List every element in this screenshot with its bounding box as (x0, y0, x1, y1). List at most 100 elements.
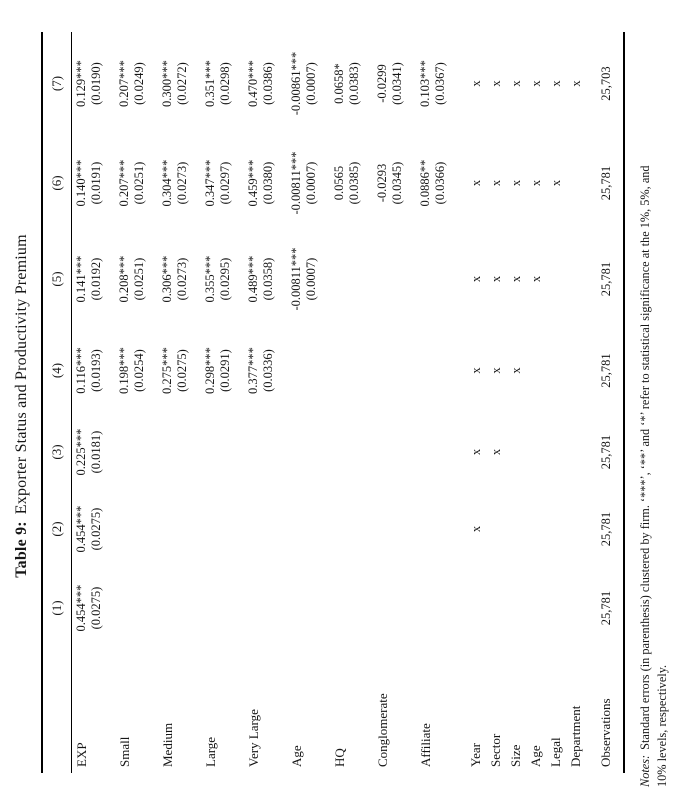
observations-value: 25,703 (586, 32, 624, 135)
standard-error (132, 414, 147, 490)
control-mark (459, 568, 486, 648)
standard-error (347, 490, 362, 568)
table-cell: 0.129*** (0.0190) (72, 32, 116, 135)
observations-value: 25,781 (586, 327, 624, 414)
column-header: (6) (42, 135, 72, 231)
standard-error (347, 327, 362, 414)
row-label: Sector (488, 733, 503, 767)
table-cell: 0.141*** (0.0192) (72, 231, 116, 327)
control-mark: x (469, 80, 483, 87)
standard-error: (0.0193) (89, 349, 103, 392)
coefficient-value (375, 327, 390, 414)
table-row: Year x x x x x x (459, 32, 486, 773)
column-header: (4) (42, 327, 72, 414)
control-mark: x (489, 80, 503, 87)
standard-error: (0.0366) (433, 161, 447, 205)
standard-error (433, 231, 448, 327)
coefficient-value: 0.0886** (418, 159, 432, 207)
notes-line-2: 10% levels, respectively. (655, 664, 669, 787)
control-mark: x (529, 179, 543, 187)
control-mark (546, 568, 566, 648)
table-cell: -0.00861*** (0.0007) (287, 32, 330, 135)
row-label: Conglomerate (375, 693, 390, 767)
coefficient-value (332, 490, 347, 568)
coefficient-value: 0.298*** (203, 347, 217, 394)
control-mark (566, 490, 586, 568)
table-cell (201, 490, 244, 568)
row-label: Age (528, 745, 543, 767)
standard-error: (0.0336) (261, 349, 275, 392)
table-row: Very Large 0.377*** (0.0336) 0.489*** (0.035… (244, 32, 287, 773)
coefficient-value: 0.306*** (160, 255, 174, 303)
control-mark: x (469, 179, 483, 187)
table-cell (158, 414, 201, 490)
standard-error: (0.0358) (261, 257, 275, 301)
table-row: Sector x x x x x (486, 32, 506, 773)
standard-error (304, 327, 319, 414)
table-cell: 0.304*** (0.0273) (158, 135, 201, 231)
column-header: (1) (42, 568, 72, 648)
table-row: Age x x x (526, 32, 546, 773)
coefficient-value (246, 490, 261, 568)
table-row: Size x x x x (506, 32, 526, 773)
table-cell: 0.207*** (0.0251) (115, 135, 158, 231)
standard-error: (0.0251) (132, 257, 146, 301)
standard-error (175, 414, 190, 490)
table-cell: 0.470*** (0.0386) (244, 32, 287, 135)
table-cell: 0.140*** (0.0191) (72, 135, 116, 231)
row-label: Small (117, 736, 132, 767)
control-mark: x (489, 448, 503, 456)
standard-error: (0.0007) (304, 161, 318, 205)
table-cell (416, 568, 459, 648)
standard-error: (0.0191) (89, 161, 103, 205)
table-cell (373, 327, 416, 414)
standard-error: (0.0380) (261, 161, 275, 205)
control-mark (566, 135, 586, 231)
standard-error (433, 490, 448, 568)
table-cell (416, 414, 459, 490)
header-label-cell (42, 648, 72, 773)
control-mark: x (509, 80, 523, 87)
standard-error: (0.0297) (218, 161, 232, 205)
control-mark: x (489, 275, 503, 283)
standard-error (175, 568, 190, 648)
control-mark (486, 490, 506, 568)
standard-error (390, 568, 405, 648)
header-row: (1) (2) (3) (4) (5) (6) (7) (42, 32, 72, 773)
table-cell (330, 414, 373, 490)
coefficient-value: -0.0299 (375, 64, 389, 103)
coefficient-value (289, 327, 304, 414)
table-row: Observations 25,781 25,781 25,781 25,781 25,7… (586, 32, 624, 773)
table-cell: 0.225*** (0.0181) (72, 414, 116, 490)
observations-value: 25,781 (586, 231, 624, 327)
coefficient-value (418, 414, 433, 490)
observations-value: 25,781 (586, 568, 624, 648)
table-cell: -0.0293 (0.0345) (373, 135, 416, 231)
control-mark (566, 327, 586, 414)
coefficient-value: -0.0293 (375, 163, 389, 203)
control-mark: x (509, 367, 523, 374)
coefficient-value (117, 490, 132, 568)
table-cell (416, 490, 459, 568)
table-cell (287, 490, 330, 568)
notes-text: Standard errors (in parenthesis) cluster… (638, 165, 652, 750)
control-mark (546, 490, 566, 568)
coefficient-value (246, 414, 261, 490)
control-mark (566, 568, 586, 648)
control-mark (506, 414, 526, 490)
coefficient-value (418, 490, 433, 568)
row-label: HQ (332, 748, 347, 767)
standard-error: (0.0007) (304, 257, 318, 301)
control-mark: x (469, 448, 483, 456)
standard-error: (0.0367) (433, 62, 447, 105)
standard-error: (0.0275) (89, 507, 103, 551)
row-label: Very Large (246, 709, 261, 767)
table-cell: 0.351*** (0.0298) (201, 32, 244, 135)
control-mark (546, 414, 566, 490)
standard-error (390, 327, 405, 414)
standard-error (132, 490, 147, 568)
control-mark: x (549, 80, 563, 87)
table-row: Medium 0.275*** (0.0275) 0.306*** (0.0273) 0.… (158, 32, 201, 773)
table-cell (416, 231, 459, 327)
